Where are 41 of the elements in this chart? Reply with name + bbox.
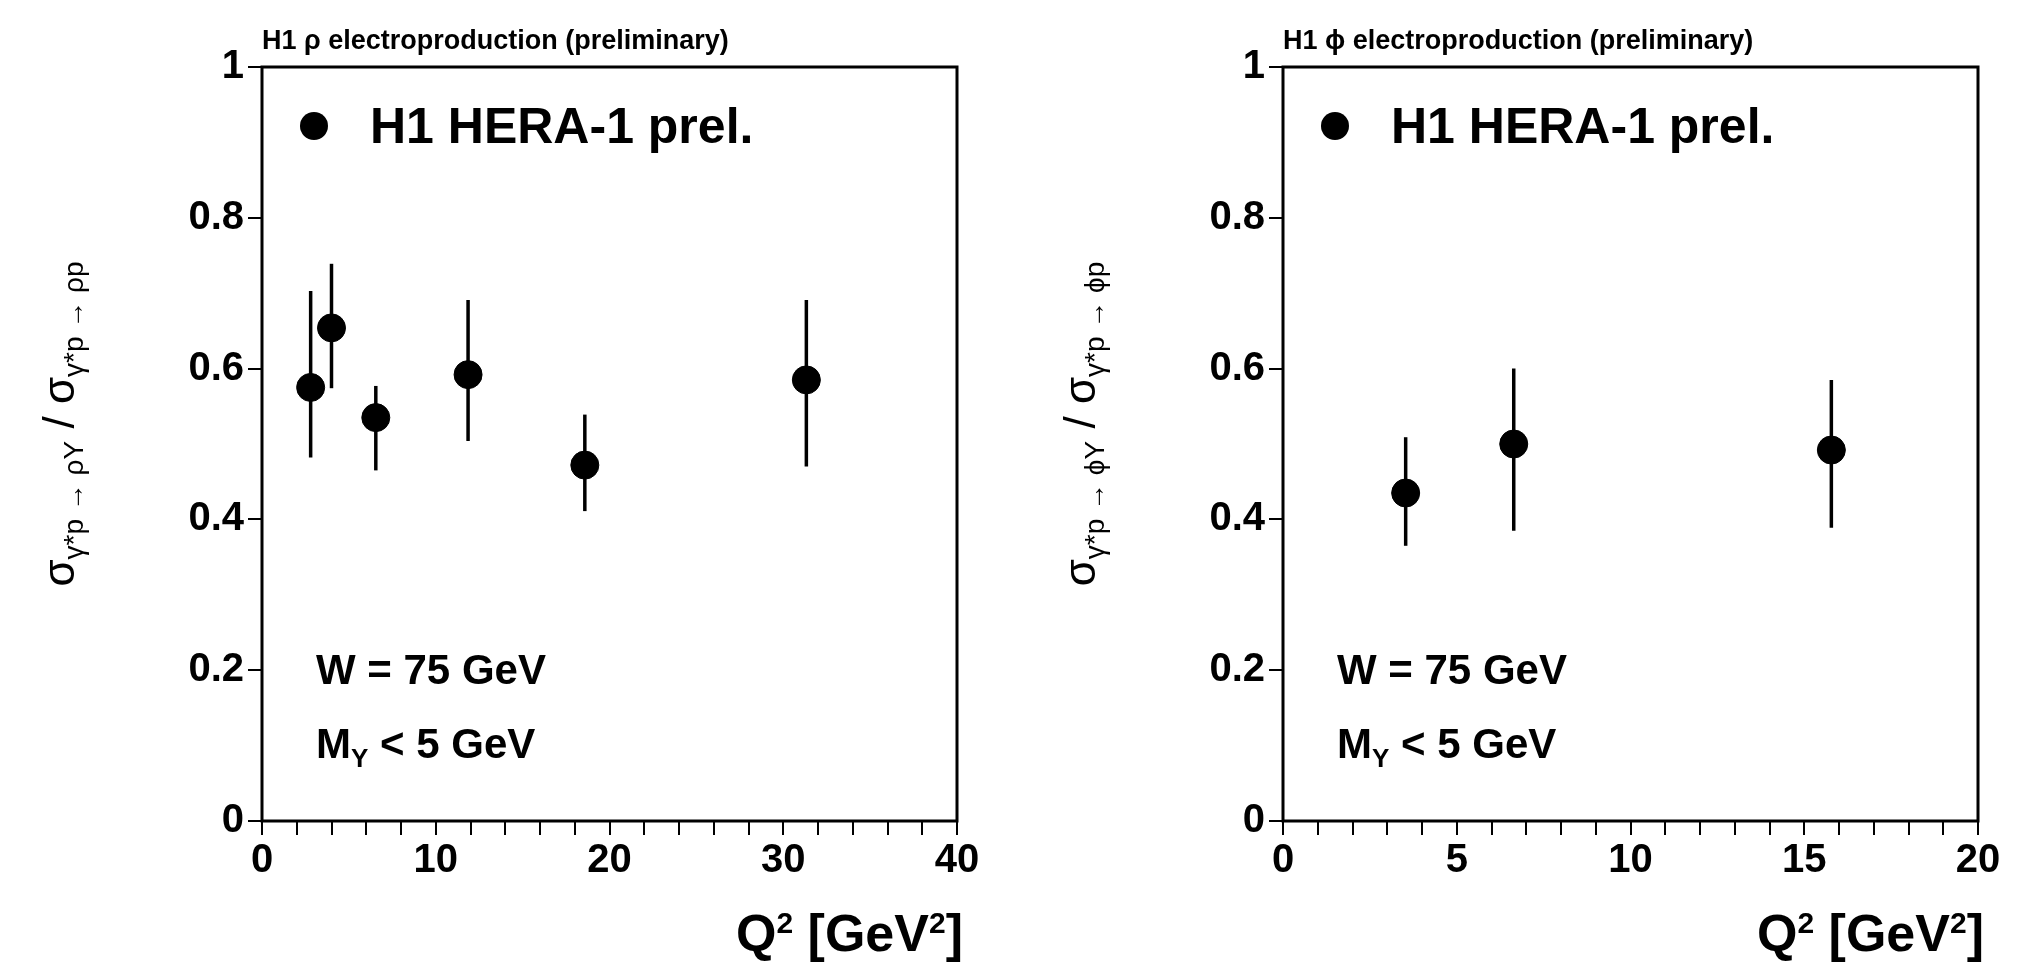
x-tick-label: 20 [1955,836,2001,881]
y-tick-label: 0.2 [188,645,244,690]
legend-label: H1 HERA-1 prel. [1391,97,1775,155]
x-axis-title: Q$^{2}$ [GeV$^{2}$] [1757,903,1984,963]
x-tick-label: 40 [934,836,980,881]
point [296,372,326,402]
x-axis-title: Q$^{2}$ [GeV$^{2}$] [736,903,963,963]
point [1816,435,1846,465]
y-tick-label: 0.6 [188,343,244,388]
annotation: W = 75 GeV [1337,645,1567,695]
x-tick-label: 20 [587,836,632,881]
y-tick-label: 1 [1242,42,1265,87]
y-tick-label: 0.2 [1209,645,1265,690]
x-tick-label: 0 [250,836,274,881]
point [317,313,346,343]
point [1499,429,1529,459]
y-tick-label: 0.8 [188,192,244,237]
point [1391,478,1421,508]
x-tick-label: 0 [1271,836,1295,881]
y-tick-label: 0.6 [1209,343,1265,388]
annotation: W = 75 GeV [316,645,546,695]
x-tick-label: 15 [1782,836,1827,881]
chart-title: H1 ϕ electroproduction (preliminary) [1283,25,1754,56]
point [570,450,600,480]
y-tick-label: 0.8 [1209,192,1265,237]
x-tick-label: 10 [1608,836,1653,881]
y-tick-label: 0.4 [1209,494,1266,539]
point [791,365,821,395]
point [361,403,391,433]
x-tick-label: 10 [413,836,458,881]
x-tick-label: 5 [1445,836,1468,881]
annotation: M$_{Y}$ < 5 GeV [316,719,536,776]
x-tick-label: 30 [761,836,806,881]
legend-label: H1 HERA-1 prel. [370,97,754,155]
y-tick-label: 0 [221,796,244,841]
chart-title: H1 ρ electroproduction (preliminary) [262,25,729,56]
point [453,360,483,390]
annotation: M$_{Y}$ < 5 GeV [1337,719,1557,776]
y-tick-label: 0 [1242,796,1265,841]
y-tick-label: 1 [221,42,244,87]
y-tick-label: 0.4 [188,494,245,539]
